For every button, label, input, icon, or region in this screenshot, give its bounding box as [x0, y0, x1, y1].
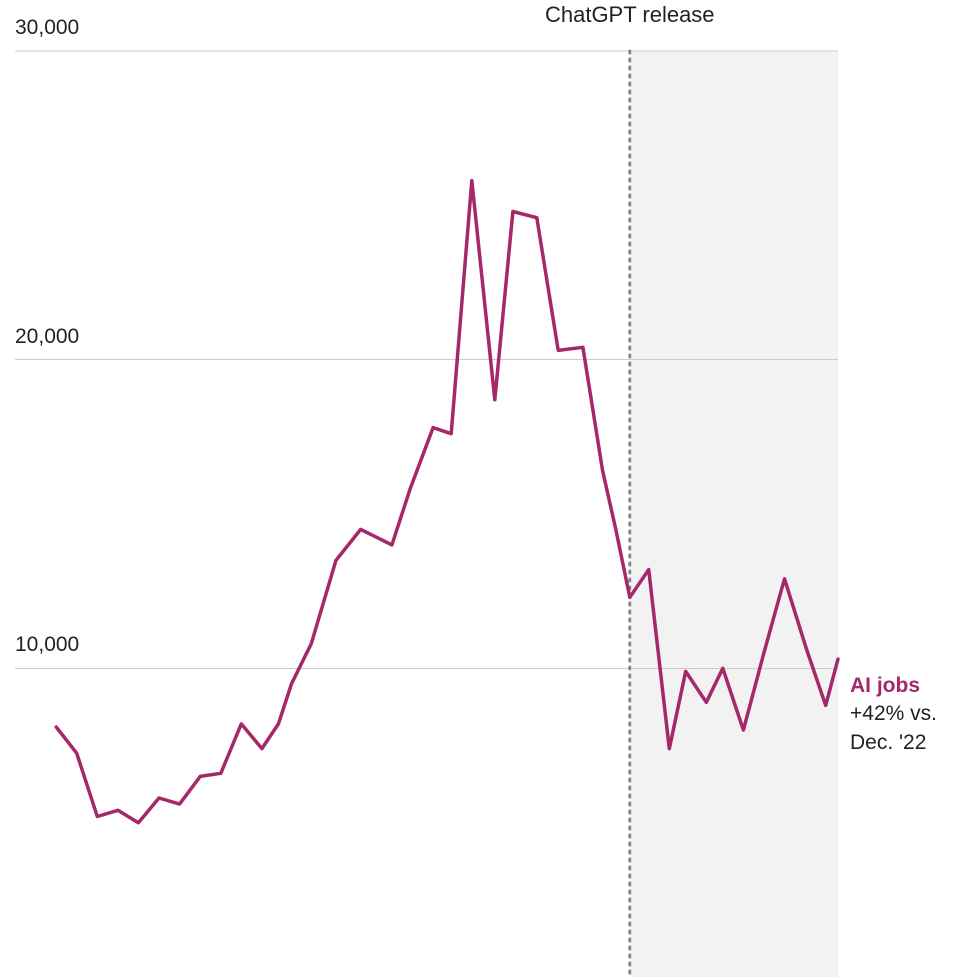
event-label: ChatGPT release: [545, 2, 715, 28]
chart-svg: [0, 0, 956, 980]
series-label-title: AI jobs: [850, 674, 920, 697]
chart-root: 30,000 20,000 10,000 ChatGPT release AI jo…: [0, 0, 956, 980]
y-tick-label: 30,000: [15, 16, 79, 40]
post-event-shade: [630, 51, 838, 977]
series-label-ai-jobs: AI jobs +42% vs. Dec. '22: [850, 672, 937, 757]
y-tick-label: 20,000: [15, 325, 79, 349]
series-label-sub2: Dec. '22: [850, 731, 926, 754]
y-tick-label: 10,000: [15, 633, 79, 657]
series-label-sub1: +42% vs.: [850, 702, 937, 725]
